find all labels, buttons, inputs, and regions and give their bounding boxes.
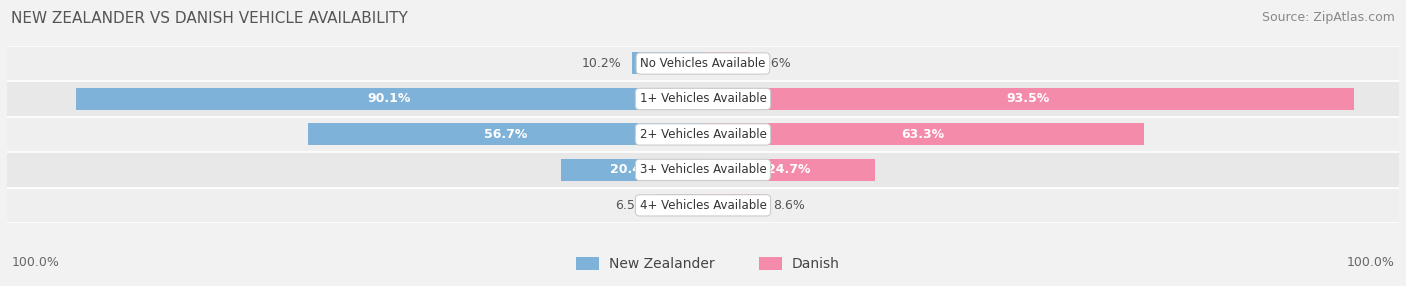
Text: 4+ Vehicles Available: 4+ Vehicles Available	[640, 199, 766, 212]
Bar	[7, 117, 1399, 152]
Text: NEW ZEALANDER VS DANISH VEHICLE AVAILABILITY: NEW ZEALANDER VS DANISH VEHICLE AVAILABI…	[11, 11, 408, 26]
Bar	[7, 46, 1399, 81]
Bar	[703, 194, 763, 216]
Text: 20.4%: 20.4%	[610, 163, 654, 176]
Text: New Zealander: New Zealander	[609, 257, 714, 271]
Bar	[76, 88, 703, 110]
Bar	[308, 124, 703, 145]
Bar	[703, 124, 1143, 145]
Bar	[658, 194, 703, 216]
Text: 90.1%: 90.1%	[368, 92, 411, 106]
Bar	[703, 159, 875, 181]
Text: 24.7%: 24.7%	[768, 163, 811, 176]
Bar	[7, 81, 1399, 117]
Text: No Vehicles Available: No Vehicles Available	[640, 57, 766, 70]
Text: 6.6%: 6.6%	[759, 57, 792, 70]
FancyBboxPatch shape	[576, 257, 599, 270]
Text: Danish: Danish	[792, 257, 839, 271]
Bar	[561, 159, 703, 181]
Text: 6.5%: 6.5%	[616, 199, 647, 212]
Bar	[703, 53, 749, 74]
Text: 8.6%: 8.6%	[773, 199, 806, 212]
Text: 63.3%: 63.3%	[901, 128, 945, 141]
Bar	[7, 188, 1399, 223]
Text: 100.0%: 100.0%	[1347, 256, 1395, 269]
Bar	[7, 152, 1399, 188]
Text: 10.2%: 10.2%	[582, 57, 621, 70]
Text: 93.5%: 93.5%	[1007, 92, 1050, 106]
FancyBboxPatch shape	[759, 257, 782, 270]
Text: 56.7%: 56.7%	[484, 128, 527, 141]
Text: 100.0%: 100.0%	[11, 256, 59, 269]
Bar	[703, 88, 1354, 110]
Bar	[633, 53, 703, 74]
Text: Source: ZipAtlas.com: Source: ZipAtlas.com	[1261, 11, 1395, 24]
Text: 1+ Vehicles Available: 1+ Vehicles Available	[640, 92, 766, 106]
Text: 3+ Vehicles Available: 3+ Vehicles Available	[640, 163, 766, 176]
Text: 2+ Vehicles Available: 2+ Vehicles Available	[640, 128, 766, 141]
